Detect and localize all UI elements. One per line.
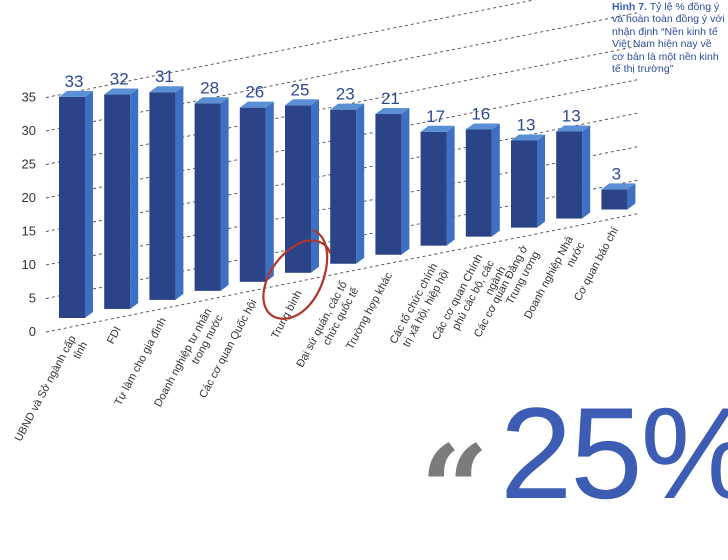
data-label: 23 (336, 85, 355, 104)
data-label: 26 (245, 83, 264, 102)
y-tick-label: 10 (22, 257, 36, 272)
gridline-35 (45, 0, 536, 98)
bar (285, 99, 319, 273)
highlight-percentage: 25% (500, 380, 728, 526)
data-label: 16 (471, 104, 490, 123)
bar-side (311, 99, 319, 273)
highlight-circle (262, 229, 332, 320)
data-label: 25 (291, 80, 310, 99)
bar-front (420, 131, 447, 246)
y-tick-label: 5 (29, 291, 36, 306)
data-label: 3 (612, 164, 621, 183)
gridline-0 (45, 212, 641, 333)
bars (59, 86, 636, 319)
quote-mark: “ (420, 419, 490, 560)
figure-caption: Hình 7. Tỷ lệ % đồng ý và hoàn toàn đồng… (612, 1, 726, 75)
category-label: UBND và Sở ngành cấptỉnh (13, 334, 90, 450)
bar-front (375, 114, 402, 255)
bar-top (104, 88, 139, 95)
y-tick-label: 15 (22, 224, 36, 239)
highlight-marker (262, 229, 332, 320)
bar-top (601, 183, 636, 190)
bar-top (194, 97, 229, 104)
bar (420, 125, 455, 246)
data-label: 31 (155, 67, 174, 86)
data-label: 13 (562, 106, 581, 125)
bar-top (375, 108, 410, 115)
data-label: 32 (110, 70, 129, 89)
caption-title: Hình 7. (612, 1, 648, 13)
bar-front (239, 107, 266, 282)
bar-top (511, 134, 545, 141)
caption-text: Tỷ lệ % đồng ý và hoàn toàn đồng ý với n… (612, 1, 725, 76)
bar (465, 123, 500, 237)
bar-top (59, 90, 93, 97)
data-label: 21 (381, 89, 400, 108)
bar (330, 103, 365, 264)
bar-side (401, 108, 410, 255)
bar (375, 108, 410, 255)
category-label: FDI (105, 325, 124, 346)
category-label: Doanh nghiệp Nhànước (522, 234, 588, 328)
bar-side (85, 90, 93, 319)
data-label: 17 (426, 107, 445, 126)
bar-top (239, 101, 274, 108)
bar-front (59, 96, 85, 319)
bar-front (601, 189, 628, 210)
data-label: 28 (200, 78, 219, 97)
bar-side (491, 123, 500, 237)
bar-side (130, 88, 139, 309)
bar-side (627, 183, 636, 210)
data-label: 13 (517, 116, 536, 135)
bar-front (556, 131, 583, 219)
y-tick-label: 20 (22, 190, 36, 205)
bar (104, 88, 139, 309)
y-axis-ticks: 0 5 10 15 20 25 30 35 (22, 90, 36, 340)
bar-top (465, 123, 500, 130)
bar-front (149, 92, 176, 300)
bar (194, 97, 229, 291)
gridline-30 (45, 11, 641, 132)
bar-side (265, 101, 274, 282)
bar-top (420, 125, 455, 132)
bar-side (537, 134, 545, 228)
bar-side (220, 97, 229, 291)
bar-top (330, 103, 365, 110)
bar-side (582, 125, 591, 219)
bar (556, 125, 591, 219)
bar-front (194, 103, 221, 291)
bar-top (556, 125, 591, 132)
bar (601, 183, 636, 210)
y-tick-label: 25 (22, 157, 36, 172)
bar (149, 86, 184, 300)
bar-top (149, 86, 184, 93)
data-label: 33 (65, 72, 84, 91)
y-tick-label: 0 (29, 324, 36, 339)
bar-side (175, 86, 184, 300)
bar-side (446, 125, 455, 246)
bar-front (104, 94, 131, 309)
bar (239, 101, 274, 282)
category-label: Đại sứ quán, các tổchức quốc tế (294, 280, 361, 376)
category-label: Cơ quan báo chí (572, 225, 621, 303)
bar-top (285, 99, 319, 106)
y-tick-label: 35 (22, 90, 36, 105)
bar (511, 134, 545, 228)
bar (59, 90, 93, 319)
bar-side (356, 103, 365, 264)
bar-front (465, 129, 492, 237)
y-tick-label: 30 (22, 123, 36, 138)
bar-front (330, 109, 357, 264)
bar-front (285, 105, 311, 273)
bar-front (511, 140, 537, 228)
data-labels: 33 32 31 28 26 25 23 21 17 16 13 13 3 (65, 67, 622, 183)
